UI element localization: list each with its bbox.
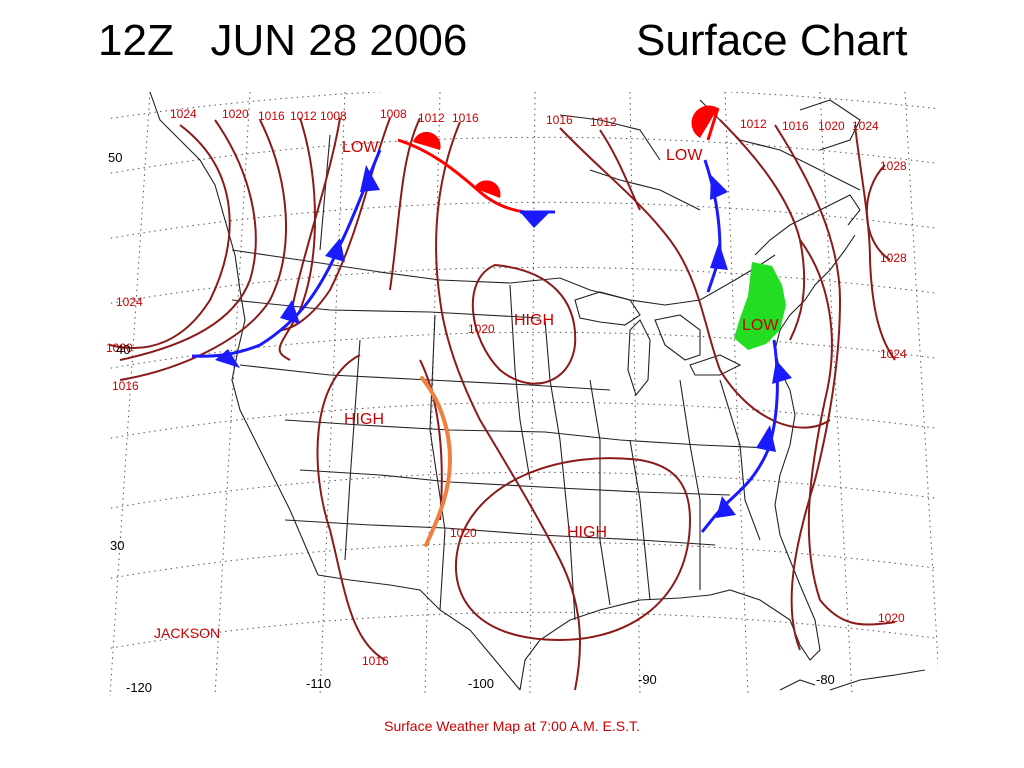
isobar-label: 1024 [880, 347, 907, 361]
isobar-label: 1020 [878, 611, 905, 625]
isobar-label: 1020 [818, 119, 845, 133]
isobar-label: 1028 [880, 159, 907, 173]
isobar-label: 1012 [290, 109, 317, 123]
high-pressure-label: HIGH [567, 524, 607, 541]
isobar-label: 1012 [740, 117, 767, 131]
chart-title: 12Z JUN 28 2006 Surface Chart [0, 8, 1024, 65]
chart-time-label: 12Z JUN 28 2006 [98, 16, 468, 65]
isobar-label: 1020 [222, 107, 249, 121]
map-boundaries [149, 92, 926, 691]
isobar-label: 1008 [380, 107, 407, 121]
latlon-grid [108, 92, 938, 696]
isobar-label: 1016 [362, 654, 389, 668]
lat-label: 30 [110, 538, 124, 553]
isobar-label: 1020 [468, 322, 495, 336]
high-pressure-label: HIGH [344, 411, 384, 428]
latitude-labels: 50 40 30 [108, 150, 130, 553]
warm-front [397, 105, 720, 214]
longitude-labels: -120 -110 -100 -90 -80 [126, 672, 835, 695]
lon-label: -120 [126, 680, 152, 695]
lon-label: -80 [816, 672, 835, 687]
isobar-label: 1028 [880, 251, 907, 265]
isobar-label: 1016 [452, 111, 479, 125]
isobar-label: 1016 [112, 379, 139, 393]
caption-text: Surface Weather Map at 7:00 A.M. E.S.T. [384, 718, 640, 734]
isobar-label: 1020 [450, 526, 477, 540]
trough-line [420, 376, 453, 547]
isobar-label: 1012 [418, 111, 445, 125]
lon-label: -100 [468, 676, 494, 691]
map-caption: Surface Weather Map at 7:00 A.M. E.S.T. [0, 718, 1024, 734]
isobar-label: 1020 [106, 341, 133, 355]
lat-label: 50 [108, 150, 122, 165]
chart-type-label: Surface Chart [636, 16, 908, 65]
high-pressure-label: HIGH [514, 312, 554, 329]
low-pressure-label: LOW [342, 139, 379, 156]
precip-area [734, 262, 786, 350]
isobar-label: 1024 [116, 295, 143, 309]
isobar-label-group: 1024 1020 1016 1012 1008 1008 1012 1016 … [106, 107, 907, 668]
station-label: JACKSON [154, 625, 220, 641]
isobar-label: 1008 [320, 109, 347, 123]
lon-label: -110 [306, 676, 331, 691]
isobars [109, 117, 896, 691]
lat-label: 40 [116, 342, 130, 357]
isobar-label: 1024 [852, 119, 879, 133]
isobar-label: 1016 [782, 119, 809, 133]
isobar-label: 1012 [590, 115, 617, 129]
isobar-label: 1016 [546, 113, 573, 127]
low-pressure-label: LOW [666, 147, 703, 164]
isobar-label: 1016 [258, 109, 285, 123]
low-pressure-label: LOW [742, 317, 779, 334]
lon-label: -90 [638, 672, 657, 687]
cold-fronts [191, 149, 792, 533]
isobar-label: 1024 [170, 107, 197, 121]
pressure-centers: LOW LOW LOW HIGH HIGH HIGH [342, 139, 779, 541]
